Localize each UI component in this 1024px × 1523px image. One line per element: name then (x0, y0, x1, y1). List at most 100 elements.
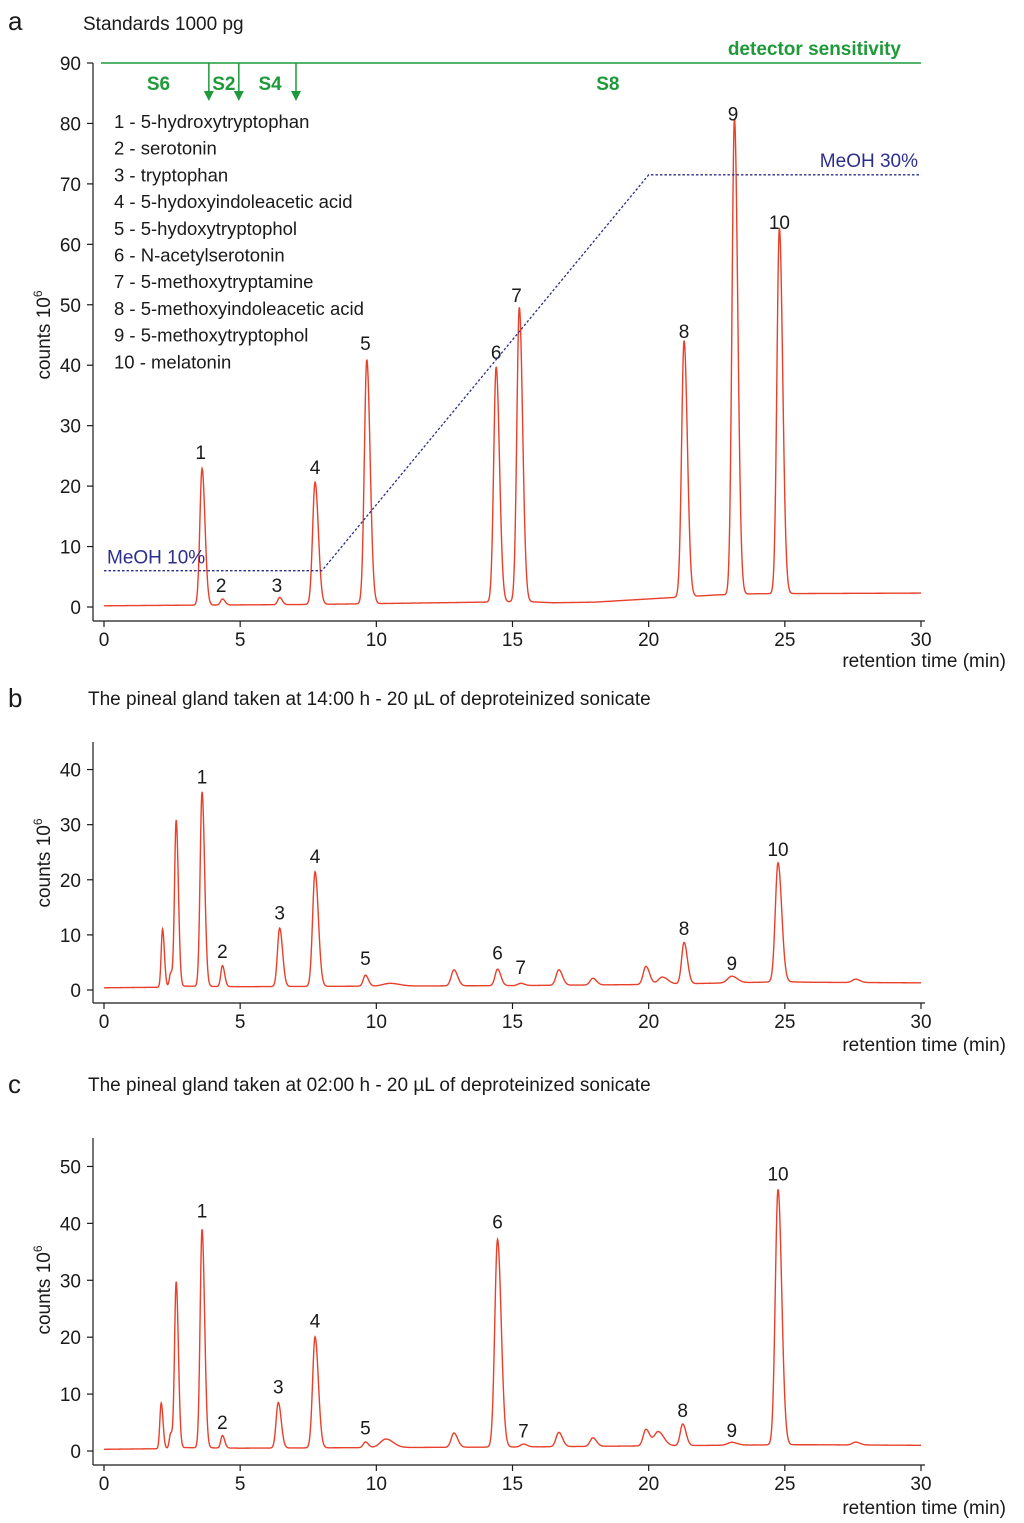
x-tick-label: 15 (502, 1012, 523, 1033)
y-tick-label: 30 (60, 417, 81, 438)
x-tick-label: 5 (235, 1012, 246, 1033)
sensitivity-segment-S2: S2 (212, 74, 235, 95)
y-axis-label-superscript: 6 (31, 290, 45, 297)
x-tick-label: 10 (366, 630, 387, 651)
x-axis-label: retention time (min) (842, 651, 1006, 672)
panel-letter: a (8, 6, 23, 36)
peak-label-10: 10 (767, 840, 788, 861)
x-tick-label: 25 (774, 1012, 795, 1033)
y-tick-label: 40 (60, 761, 81, 782)
x-tick-label: 20 (638, 1012, 659, 1033)
sensitivity-switch-arrowhead (290, 91, 301, 101)
peak-label-2: 2 (217, 1413, 228, 1434)
panel-a: a Standards 1000 pg 0 10 20 30 40 50 60 70 80 90 0 5 1… (8, 6, 1006, 672)
peak-label-2: 2 (217, 942, 228, 963)
y-tick-label: 40 (60, 1214, 81, 1235)
peak-label-1: 1 (197, 767, 208, 788)
sensitivity-segment-S4: S4 (258, 74, 282, 95)
peak-label-10: 10 (767, 1165, 788, 1186)
y-tick-label: 50 (60, 296, 81, 317)
meoh-gradient-line (104, 174, 921, 572)
peak-label-4: 4 (310, 458, 321, 479)
y-tick-label: 40 (60, 356, 81, 377)
peak-label-7: 7 (511, 286, 522, 307)
y-tick-label: 0 (70, 1442, 81, 1463)
peak-label-9: 9 (726, 1421, 737, 1442)
y-tick-label: 10 (60, 538, 81, 559)
sensitivity-switch-arrowhead (203, 91, 214, 101)
peak-label-7: 7 (515, 958, 526, 979)
peak-label-3: 3 (274, 903, 285, 924)
legend-item: 8 - 5-methoxyindoleacetic acid (114, 298, 364, 319)
y-tick-label: 0 (70, 981, 81, 1002)
peak-label-9: 9 (728, 104, 739, 125)
y-tick-label: 20 (60, 1328, 81, 1349)
meoh-end-label: MeOH 30% (820, 151, 918, 172)
peak-label-4: 4 (310, 1312, 321, 1333)
x-tick-label: 30 (910, 1474, 931, 1495)
peak-label-9: 9 (726, 954, 737, 975)
panel-b: b The pineal gland taken at 14:00 h - 20 … (8, 683, 1006, 1056)
peak-label-3: 3 (272, 576, 283, 597)
y-tick-label: 70 (60, 175, 81, 196)
x-tick-label: 30 (910, 630, 931, 651)
x-tick-label: 25 (774, 1474, 795, 1495)
peak-label-10: 10 (769, 213, 790, 234)
x-tick-label: 15 (502, 630, 523, 651)
y-tick-label: 30 (60, 1271, 81, 1292)
peak-label-7: 7 (518, 1421, 529, 1442)
peak-label-6: 6 (492, 944, 503, 965)
legend-item: 1 - 5-hydroxytryptophan (114, 111, 309, 132)
legend-item: 10 - melatonin (114, 351, 231, 372)
legend-item: 6 - N-acetylserotonin (114, 245, 285, 266)
x-tick-label: 20 (638, 630, 659, 651)
y-tick-label: 0 (70, 598, 81, 619)
x-tick-label: 30 (910, 1012, 931, 1033)
legend-item: 2 - serotonin (114, 138, 217, 159)
y-tick-label: 20 (60, 871, 81, 892)
x-tick-label: 5 (235, 1474, 246, 1495)
panel-letter: c (8, 1069, 21, 1099)
panel-title: The pineal gland taken at 02:00 h - 20 µ… (88, 1075, 651, 1096)
x-tick-label: 10 (366, 1012, 387, 1033)
peak-label-8: 8 (679, 322, 690, 343)
peak-label-3: 3 (273, 1378, 284, 1399)
panel-c: c The pineal gland taken at 02:00 h - 20 … (8, 1069, 1006, 1519)
y-tick-label: 80 (60, 114, 81, 135)
x-tick-label: 25 (774, 630, 795, 651)
peak-label-6: 6 (491, 343, 502, 364)
detector-sensitivity-label: detector sensitivity (728, 39, 902, 60)
panel-title: Standards 1000 pg (83, 14, 244, 35)
y-tick-label: 60 (60, 235, 81, 256)
peak-label-8: 8 (679, 919, 690, 940)
meoh-start-label: MeOH 10% (107, 548, 205, 569)
y-tick-label: 10 (60, 1385, 81, 1406)
legend-item: 5 - 5-hydoxytryptophol (114, 218, 297, 239)
x-axis-label: retention time (min) (842, 1035, 1006, 1056)
y-tick-label: 30 (60, 816, 81, 837)
chromatogram-trace (104, 118, 921, 607)
x-tick-label: 0 (99, 630, 110, 651)
peak-label-5: 5 (360, 1418, 371, 1439)
y-axis-label: counts 106 (31, 290, 55, 379)
sensitivity-switch-arrowhead (233, 91, 244, 101)
x-tick-label: 0 (99, 1474, 110, 1495)
x-tick-label: 5 (235, 630, 246, 651)
peak-label-5: 5 (360, 334, 371, 355)
legend-item: 4 - 5-hydoxyindoleacetic acid (114, 191, 353, 212)
legend-item: 7 - 5-methoxytryptamine (114, 271, 313, 292)
x-tick-label: 10 (366, 1474, 387, 1495)
x-tick-label: 20 (638, 1474, 659, 1495)
legend-item: 3 - tryptophan (114, 164, 228, 185)
x-tick-label: 0 (99, 1012, 110, 1033)
peak-label-5: 5 (360, 949, 371, 970)
sensitivity-segment-S6: S6 (147, 74, 170, 95)
peak-label-8: 8 (677, 1401, 688, 1422)
chromatogram-trace (104, 1189, 921, 1450)
y-axis-label: counts 106 (31, 818, 55, 907)
x-axis-label: retention time (min) (842, 1498, 1006, 1519)
peak-label-2: 2 (216, 576, 227, 597)
peak-label-4: 4 (310, 847, 321, 868)
panel-title: The pineal gland taken at 14:00 h - 20 µ… (88, 689, 651, 710)
